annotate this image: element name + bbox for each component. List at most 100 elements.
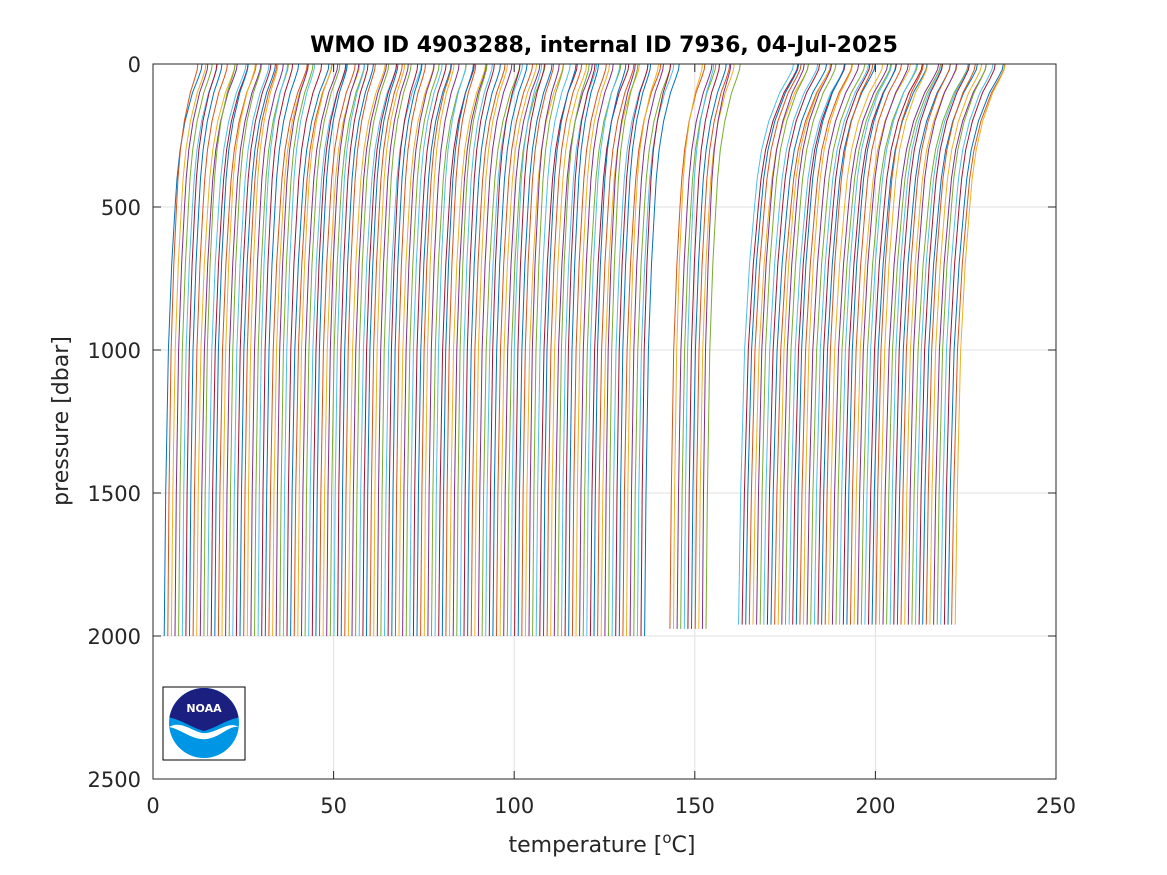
- x-tick-label: 50: [320, 794, 347, 818]
- profile-line: [738, 63, 794, 625]
- profile-line: [301, 63, 339, 637]
- profile-line: [207, 63, 247, 637]
- profile-line: [579, 63, 614, 637]
- profile-line: [813, 63, 870, 625]
- profile-line: [618, 63, 652, 637]
- profile-line: [561, 63, 598, 637]
- y-tick-label: 2500: [88, 768, 141, 792]
- profile-line: [391, 63, 423, 637]
- profile-line: [290, 63, 330, 637]
- profile-line: [170, 63, 207, 637]
- profile-line: [553, 63, 593, 637]
- profile-line: [575, 63, 610, 637]
- profile-line: [875, 63, 924, 625]
- profile-line: [582, 63, 622, 637]
- x-tick-label: 200: [855, 794, 895, 818]
- profile-line: [463, 63, 495, 637]
- profile-line: [824, 63, 874, 625]
- profile-line: [622, 63, 662, 637]
- profile-line: [189, 63, 223, 637]
- profile-line: [644, 63, 680, 637]
- profile-line: [860, 63, 919, 625]
- profile-line: [741, 63, 799, 625]
- profile-line: [532, 63, 565, 637]
- profile-line: [297, 63, 332, 637]
- profile-line: [954, 63, 1006, 625]
- profile-line: [593, 63, 627, 637]
- profile-line: [427, 63, 460, 637]
- profile-line: [337, 63, 369, 637]
- y-axis-label: pressure [dbar]: [49, 336, 74, 506]
- profile-line: [481, 63, 521, 637]
- profile-line: [850, 63, 902, 625]
- profile-line: [474, 63, 508, 637]
- x-tick-label: 250: [1036, 794, 1076, 818]
- profile-line: [543, 63, 577, 637]
- profile-line: [167, 63, 199, 637]
- profile-line: [669, 63, 706, 629]
- profile-line: [698, 63, 735, 629]
- x-tick-label: 150: [675, 794, 715, 818]
- profile-line: [510, 63, 543, 637]
- profile-line: [748, 63, 802, 625]
- profile-line: [868, 63, 923, 625]
- profile-line: [691, 63, 727, 629]
- profile-line: [485, 63, 523, 637]
- profile-line: [488, 63, 521, 637]
- profile-line: [329, 63, 365, 637]
- profile-line: [366, 63, 399, 637]
- y-tick-label: 0: [128, 53, 141, 77]
- profile-line: [915, 63, 970, 625]
- profile-line: [571, 63, 607, 637]
- profile-line: [333, 63, 366, 637]
- profile-line: [615, 63, 649, 637]
- profile-line: [889, 63, 943, 625]
- profile-line: [319, 63, 356, 637]
- profile-line: [936, 63, 987, 625]
- grid-lines: [153, 64, 1056, 779]
- profile-line: [311, 63, 347, 637]
- profile-line: [604, 63, 636, 637]
- profile-line: [268, 63, 308, 637]
- profile-line: [203, 63, 236, 637]
- profile-line: [878, 63, 929, 625]
- profile-line: [911, 63, 969, 625]
- profile-line: [282, 63, 316, 637]
- profile-line: [416, 63, 452, 637]
- profile-line: [477, 63, 513, 637]
- profile-line: [225, 63, 262, 637]
- profile-line: [496, 63, 534, 637]
- profile-line: [600, 63, 640, 637]
- profile-line: [943, 63, 996, 625]
- profile-line: [492, 63, 528, 637]
- profile-line: [947, 63, 1004, 625]
- profile-line: [777, 63, 831, 625]
- profile-line: [174, 63, 209, 637]
- profile-line: [279, 63, 314, 637]
- profile-line: [922, 63, 978, 625]
- x-tick-label: 0: [146, 794, 159, 818]
- profile-line: [882, 63, 940, 625]
- profile-line: [315, 63, 348, 637]
- profile-line: [445, 63, 477, 637]
- profile-line: [781, 63, 833, 625]
- profile-line: [785, 63, 837, 625]
- profile-line: [394, 63, 426, 637]
- profile-line: [770, 63, 828, 625]
- profile-line: [676, 63, 713, 629]
- profile-line: [766, 63, 821, 625]
- profile-line: [586, 63, 621, 637]
- profile-line: [250, 63, 284, 637]
- profile-line: [633, 63, 671, 637]
- profile-line: [196, 63, 236, 637]
- profile-line: [246, 63, 279, 637]
- profile-line: [828, 63, 884, 625]
- profile-line: [900, 63, 951, 625]
- profile-line: [763, 63, 819, 625]
- noaa-logo: NOAA: [162, 686, 246, 761]
- profile-line: [514, 63, 545, 637]
- profile-line: [387, 63, 419, 637]
- profile-line: [817, 63, 871, 625]
- profile-line: [235, 63, 272, 637]
